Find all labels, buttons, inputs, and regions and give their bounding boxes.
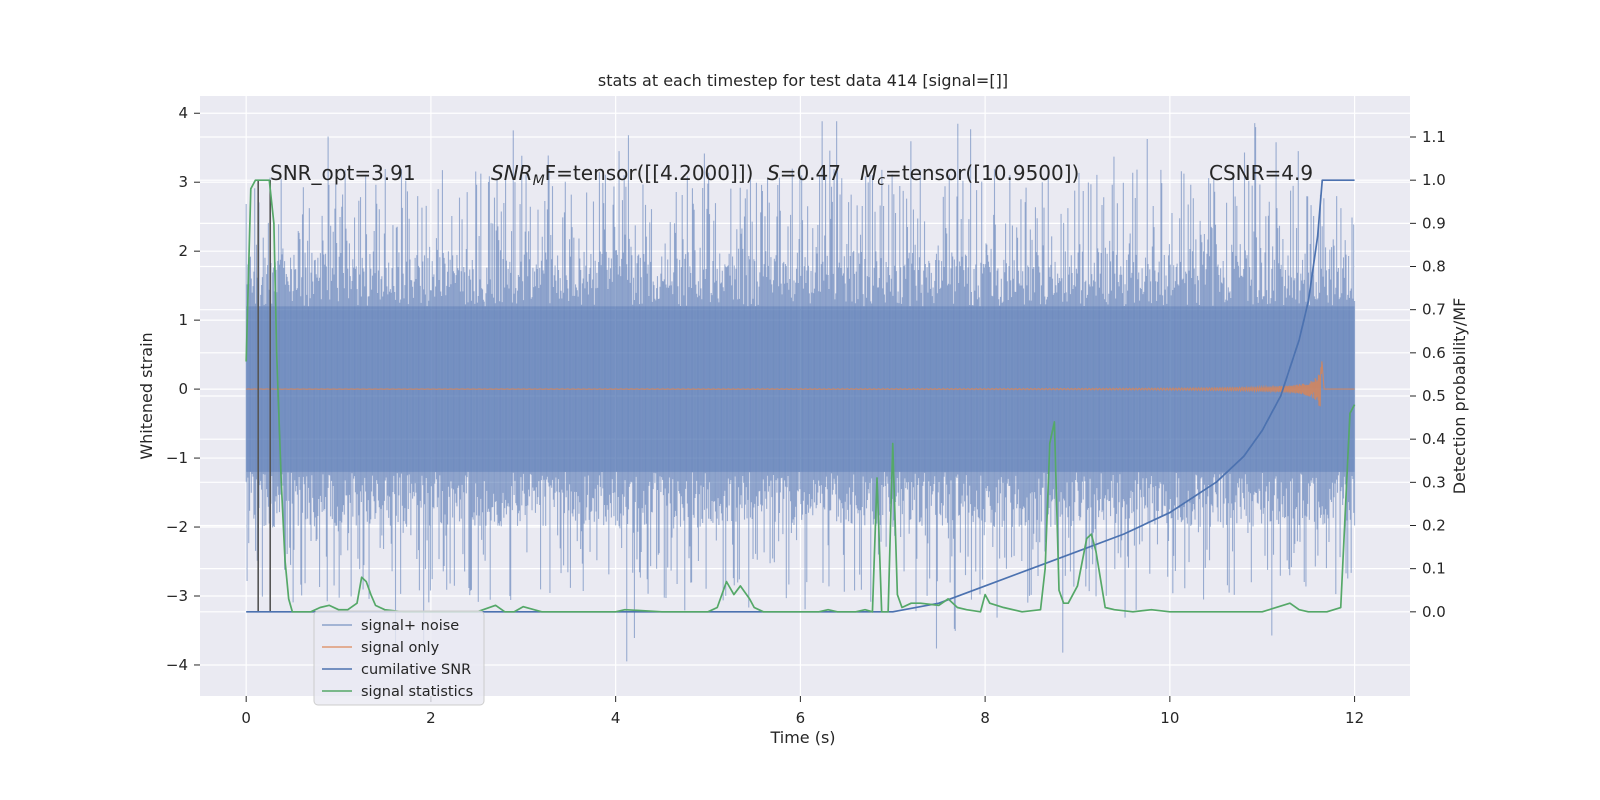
snr-mf-symbol: SNR (491, 161, 533, 185)
s-symbol: S (767, 161, 780, 185)
marker-lines (257, 180, 271, 612)
left-y-axis: −4 −3 −2 −1 0 1 2 3 4 (166, 104, 200, 674)
s-annotation: S=0.47 (767, 161, 841, 185)
y-tick-label-right: 1.1 (1422, 128, 1446, 146)
s-value: =0.47 (780, 161, 841, 185)
y-tick-label-right: 1.0 (1422, 171, 1446, 189)
y-tick-label: −3 (166, 587, 188, 605)
right-y-axis-label: Detection probability/MF (1450, 298, 1469, 495)
mc-annotation: Mc=tensor([10.9500]) (860, 161, 1079, 189)
x-tick-label: 2 (426, 709, 436, 727)
x-axis-label: Time (s) (769, 728, 835, 747)
x-tick-label: 4 (611, 709, 621, 727)
y-tick-label-right: 0.3 (1422, 473, 1446, 491)
y-tick-label: 0 (178, 380, 188, 398)
signal-only-series (246, 361, 1355, 407)
y-tick-label-right: 0.6 (1422, 344, 1446, 362)
cumulative-snr-line (246, 179, 1355, 613)
y-tick-label: 4 (178, 104, 188, 122)
y-tick-label-right: 0.1 (1422, 560, 1446, 578)
legend-label-signal-statistics: signal statistics (361, 684, 473, 700)
mc-value: =tensor([10.9500]) (885, 161, 1079, 185)
x-tick-label: 12 (1345, 709, 1364, 727)
csnr-annotation: CSNR=4.9 (1209, 161, 1313, 185)
legend: signal+ noise signal only cumilative SNR… (313, 610, 485, 706)
annotations: SNR_opt=3.91 SNRMF=tensor([[4.2000]]) S=… (270, 161, 1313, 189)
y-tick-label-right: 0.4 (1422, 430, 1446, 448)
signal-only-line (246, 361, 1355, 407)
legend-label-signal-only: signal only (361, 640, 440, 656)
x-tick-label: 10 (1160, 709, 1179, 727)
x-axis: 0 2 4 6 8 10 12 (241, 696, 1364, 727)
y-tick-label-right: 0.2 (1422, 516, 1446, 534)
signal-statistics-line (245, 179, 1356, 613)
snr-mf-subscript: M (533, 173, 545, 189)
legend-frame (313, 610, 485, 706)
y-tick-label: −2 (166, 518, 188, 536)
y-tick-label: 2 (178, 242, 188, 260)
signal-statistics-series (245, 179, 1356, 613)
y-tick-label-right: 0.0 (1422, 603, 1446, 621)
y-tick-label: 1 (178, 311, 188, 329)
snr-mf-annotation: SNRMF=tensor([[4.2000]]) (491, 161, 753, 189)
x-tick-label: 8 (980, 709, 990, 727)
cumulative-snr-series (246, 179, 1355, 613)
right-y-axis: 0.0 0.1 0.2 0.3 0.4 0.5 0.6 0.7 0.8 0.9 1.0 1.1 (1410, 128, 1446, 621)
plot-area (200, 96, 1410, 696)
snr-opt-annotation: SNR_opt=3.91 (270, 161, 416, 185)
x-tick-label: 6 (796, 709, 806, 727)
snr-mf-value: F=tensor([[4.2000]]) (545, 161, 754, 185)
signal-noise-series (245, 121, 1356, 662)
legend-label-cumulative-snr: cumilative SNR (361, 662, 471, 678)
y-tick-label-right: 0.5 (1422, 387, 1446, 405)
x-tick-label: 0 (241, 709, 251, 727)
mc-subscript: c (877, 173, 885, 189)
y-axis-label: Whitened strain (137, 332, 156, 459)
plot-title: stats at each timestep for test data 414… (598, 71, 1008, 90)
legend-label-signal-noise: signal+ noise (361, 618, 459, 634)
y-tick-label-right: 0.7 (1422, 301, 1446, 319)
y-tick-label: 3 (178, 173, 188, 191)
y-tick-label: −4 (166, 656, 188, 674)
y-tick-label-right: 0.9 (1422, 214, 1446, 232)
y-tick-label: −1 (166, 449, 188, 467)
mc-symbol: M (860, 161, 877, 185)
y-tick-label-right: 0.8 (1422, 258, 1446, 276)
